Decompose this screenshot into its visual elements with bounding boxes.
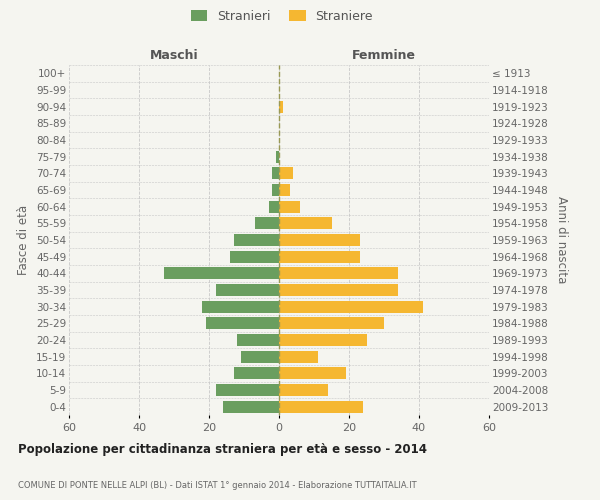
Bar <box>202 300 279 312</box>
Bar <box>279 250 359 262</box>
Y-axis label: Anni di nascita: Anni di nascita <box>555 196 568 284</box>
Bar <box>272 168 279 179</box>
Text: COMUNE DI PONTE NELLE ALPI (BL) - Dati ISTAT 1° gennaio 2014 - Elaborazione TUTT: COMUNE DI PONTE NELLE ALPI (BL) - Dati I… <box>18 480 416 490</box>
Bar <box>279 300 422 312</box>
Bar <box>279 100 283 112</box>
Bar <box>279 268 398 280</box>
Bar <box>216 384 279 396</box>
Bar <box>279 218 331 230</box>
Bar <box>279 384 328 396</box>
Bar <box>279 400 363 412</box>
Text: Femmine: Femmine <box>352 48 416 62</box>
Bar <box>279 368 346 380</box>
Bar <box>279 200 300 212</box>
Bar <box>163 268 279 280</box>
Bar <box>223 400 279 412</box>
Bar <box>205 318 279 330</box>
Text: Maschi: Maschi <box>149 48 199 62</box>
Bar <box>279 184 290 196</box>
Bar <box>279 284 398 296</box>
Bar <box>241 350 279 362</box>
Text: Popolazione per cittadinanza straniera per età e sesso - 2014: Popolazione per cittadinanza straniera p… <box>18 442 427 456</box>
Bar <box>269 200 279 212</box>
Bar <box>272 184 279 196</box>
Bar <box>279 234 359 246</box>
Bar <box>233 234 279 246</box>
Bar <box>279 350 317 362</box>
Bar <box>216 284 279 296</box>
Bar <box>254 218 279 230</box>
Bar <box>279 334 367 346</box>
Bar <box>275 150 279 162</box>
Bar <box>233 368 279 380</box>
Y-axis label: Fasce di età: Fasce di età <box>17 205 31 275</box>
Bar <box>237 334 279 346</box>
Bar <box>279 168 293 179</box>
Bar <box>230 250 279 262</box>
Bar <box>279 318 384 330</box>
Legend: Stranieri, Straniere: Stranieri, Straniere <box>186 5 378 28</box>
